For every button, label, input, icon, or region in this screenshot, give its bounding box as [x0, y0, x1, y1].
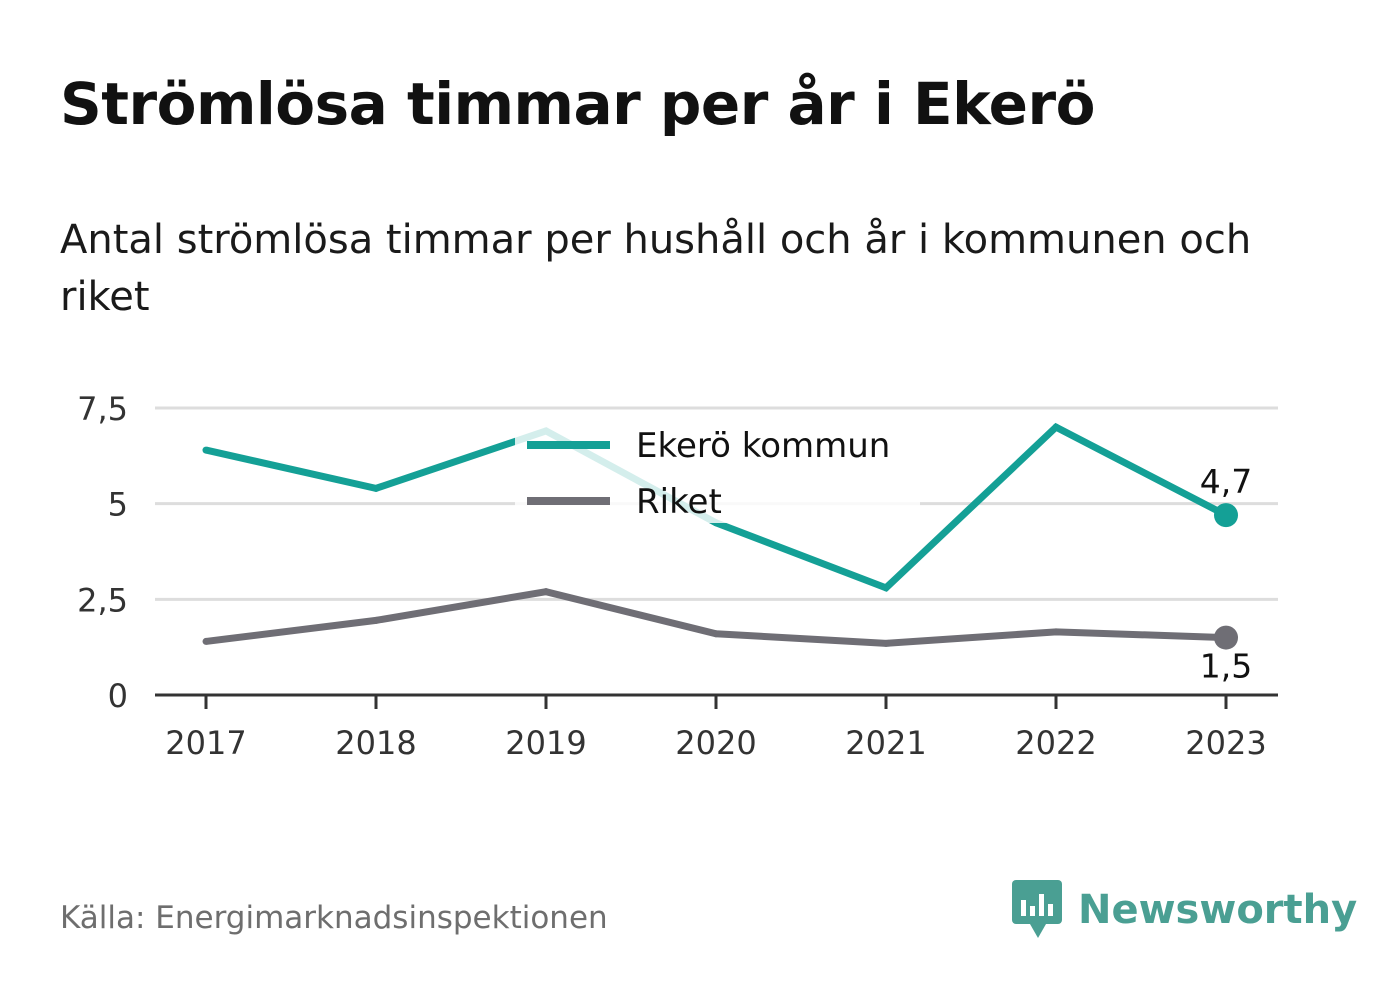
chart-subtitle: Antal strömlösa timmar per hushåll och å… [60, 217, 1252, 320]
line-chart: 0 2,5 5 7,5 2017 2018 2019 2020 2021 2022 2023 Eker… [77, 390, 1278, 762]
source-note: Källa: Energimarknadsinspektionen [60, 900, 608, 936]
x-tick-label: 2021 [845, 724, 926, 762]
end-marker [1214, 503, 1238, 528]
data-point [372, 484, 380, 492]
x-tick-label: 2023 [1185, 724, 1266, 762]
x-tick-label: 2020 [675, 724, 756, 762]
y-tick-label: 5 [108, 486, 128, 524]
end-marker [1214, 625, 1238, 650]
brand-name: Newsworthy [1078, 887, 1358, 933]
x-tick-label: 2022 [1015, 724, 1096, 762]
data-label: 4,7 [1200, 462, 1252, 501]
brand-logo: Newsworthy [1010, 878, 1357, 942]
y-tick-label: 0 [108, 677, 128, 715]
legend-label: Ekerö kommun [636, 426, 890, 466]
x-tick-label: 2017 [165, 724, 246, 762]
data-point [542, 588, 550, 596]
y-tick-label: 7,5 [77, 390, 128, 428]
data-point [712, 630, 720, 638]
chart-title: Strömlösa timmar per år i Ekerö [60, 70, 1095, 138]
data-point [372, 616, 380, 624]
data-point [202, 446, 210, 454]
data-point [882, 584, 890, 592]
newsworthy-logo-icon [1012, 880, 1062, 938]
data-point [1052, 628, 1060, 636]
data-label: 1,5 [1200, 647, 1252, 686]
x-tick-label: 2018 [335, 724, 416, 762]
x-tick-label: 2019 [505, 724, 586, 762]
legend-label: Riket [636, 482, 722, 522]
data-point [202, 637, 210, 645]
data-point [1052, 423, 1060, 431]
y-tick-label: 2,5 [77, 581, 128, 619]
data-point [882, 639, 890, 647]
